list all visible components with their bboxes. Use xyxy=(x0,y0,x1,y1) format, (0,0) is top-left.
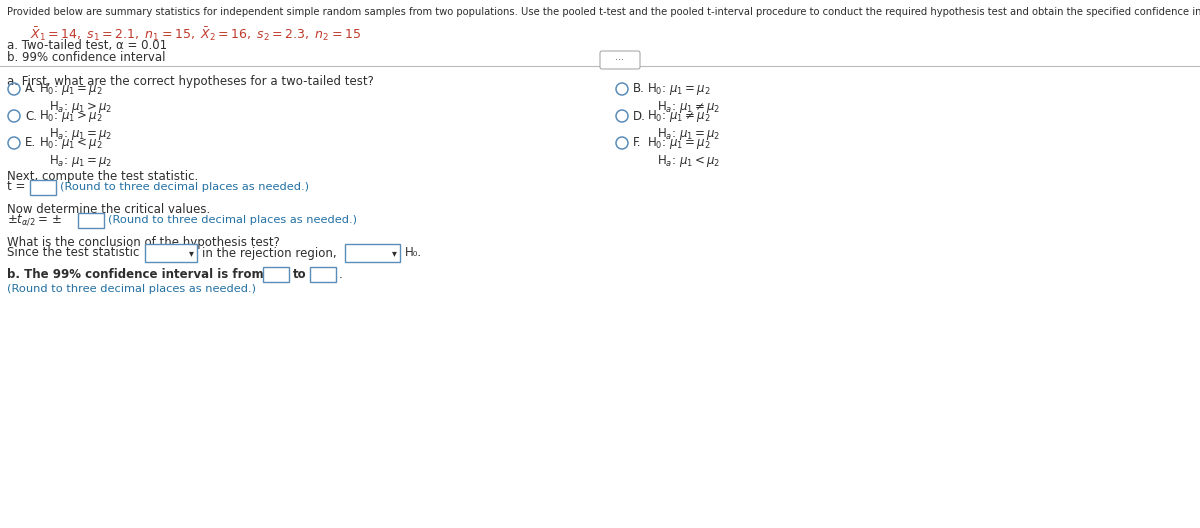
Text: to: to xyxy=(293,268,307,280)
FancyBboxPatch shape xyxy=(310,267,336,281)
Text: H$_0$: $\mu_1 < \mu_2$: H$_0$: $\mu_1 < \mu_2$ xyxy=(38,135,103,151)
Text: H$_0$: $\mu_1 \neq \mu_2$: H$_0$: $\mu_1 \neq \mu_2$ xyxy=(647,108,710,124)
Text: ▾: ▾ xyxy=(188,248,193,258)
Text: H$_0$: $\mu_1 > \mu_2$: H$_0$: $\mu_1 > \mu_2$ xyxy=(38,108,103,124)
Text: in the rejection region,: in the rejection region, xyxy=(202,247,337,259)
Text: H$_a$: $\mu_1 = \mu_2$: H$_a$: $\mu_1 = \mu_2$ xyxy=(49,126,113,142)
Text: H$_a$: $\mu_1 < \mu_2$: H$_a$: $\mu_1 < \mu_2$ xyxy=(658,153,720,169)
Text: $\bar{X}_1 = 14,\ s_1 = 2.1,\ n_1 = 15,\ \bar{X}_2 = 16,\ s_2 = 2.3,\ n_2 = 15$: $\bar{X}_1 = 14,\ s_1 = 2.1,\ n_1 = 15,\… xyxy=(30,25,361,43)
FancyBboxPatch shape xyxy=(263,267,289,281)
Text: E.: E. xyxy=(25,137,36,149)
Text: D.: D. xyxy=(634,109,646,122)
Text: H$_a$: $\mu_1 = \mu_2$: H$_a$: $\mu_1 = \mu_2$ xyxy=(658,126,720,142)
Text: F.: F. xyxy=(634,137,642,149)
Text: t =: t = xyxy=(7,181,25,193)
Text: a. Two-tailed test, α = 0.01: a. Two-tailed test, α = 0.01 xyxy=(7,39,167,52)
Text: H$_0$: $\mu_1 = \mu_2$: H$_0$: $\mu_1 = \mu_2$ xyxy=(647,81,710,97)
Text: b. 99% confidence interval: b. 99% confidence interval xyxy=(7,51,166,64)
Text: H$_a$: $\mu_1 \neq \mu_2$: H$_a$: $\mu_1 \neq \mu_2$ xyxy=(658,99,720,115)
Text: H$_0$: $\mu_1 = \mu_2$: H$_0$: $\mu_1 = \mu_2$ xyxy=(647,135,710,151)
Text: .: . xyxy=(340,268,343,280)
Text: (Round to three decimal places as needed.): (Round to three decimal places as needed… xyxy=(108,215,358,225)
Text: Since the test statistic: Since the test statistic xyxy=(7,247,139,259)
Text: A.: A. xyxy=(25,82,36,96)
Text: Next, compute the test statistic.: Next, compute the test statistic. xyxy=(7,170,198,183)
Text: B.: B. xyxy=(634,82,644,96)
Text: a. First, what are the correct hypotheses for a two-tailed test?: a. First, what are the correct hypothese… xyxy=(7,75,374,88)
Text: Now determine the critical values.: Now determine the critical values. xyxy=(7,203,210,216)
Text: What is the conclusion of the hypothesis test?: What is the conclusion of the hypothesis… xyxy=(7,236,280,249)
Text: b. The 99% confidence interval is from: b. The 99% confidence interval is from xyxy=(7,268,264,280)
Text: (Round to three decimal places as needed.): (Round to three decimal places as needed… xyxy=(60,182,310,192)
FancyBboxPatch shape xyxy=(145,244,197,262)
Text: ▾: ▾ xyxy=(391,248,396,258)
Text: ···: ··· xyxy=(616,55,624,65)
FancyBboxPatch shape xyxy=(78,212,104,228)
Text: C.: C. xyxy=(25,109,37,122)
Text: H$_a$: $\mu_1 > \mu_2$: H$_a$: $\mu_1 > \mu_2$ xyxy=(49,99,113,115)
Text: H$_0$: $\mu_1 = \mu_2$: H$_0$: $\mu_1 = \mu_2$ xyxy=(38,81,103,97)
Text: H₀.: H₀. xyxy=(406,247,422,259)
Text: (Round to three decimal places as needed.): (Round to three decimal places as needed… xyxy=(7,284,256,294)
Text: H$_a$: $\mu_1 = \mu_2$: H$_a$: $\mu_1 = \mu_2$ xyxy=(49,153,113,169)
FancyBboxPatch shape xyxy=(600,51,640,69)
Text: $\pm t_{\alpha/2} = \pm$: $\pm t_{\alpha/2} = \pm$ xyxy=(7,213,62,228)
FancyBboxPatch shape xyxy=(30,180,56,194)
FancyBboxPatch shape xyxy=(346,244,400,262)
Text: Provided below are summary statistics for independent simple random samples from: Provided below are summary statistics fo… xyxy=(7,7,1200,17)
